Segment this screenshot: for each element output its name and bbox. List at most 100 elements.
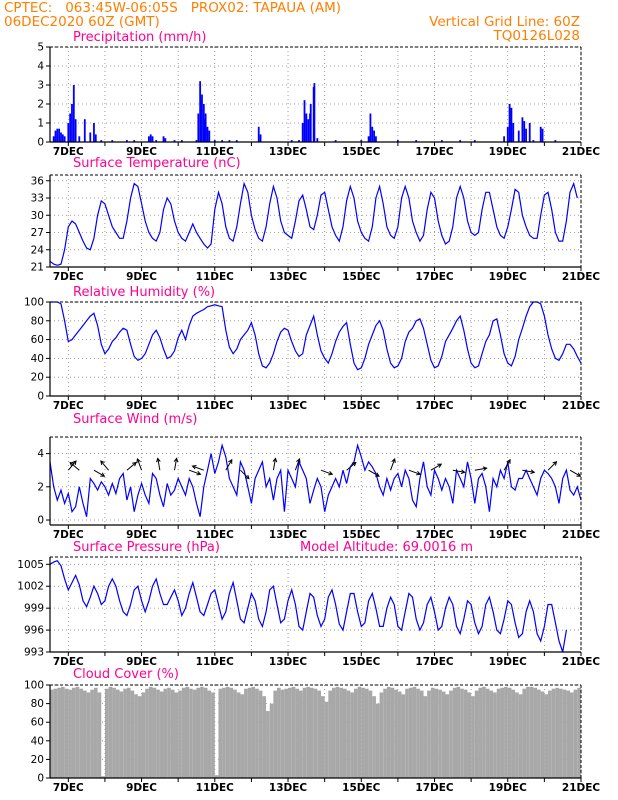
cloud-bar	[573, 689, 578, 778]
wind-vector	[368, 469, 380, 477]
x-tick-label: 13DEC	[269, 146, 308, 158]
cloud-bar	[394, 689, 398, 778]
precip-bar	[203, 119, 206, 142]
wind-vector	[174, 458, 178, 471]
y-tick-label: 2	[37, 481, 44, 493]
cloud-bar	[342, 688, 347, 778]
precip-bar	[201, 94, 203, 142]
cloud-bar	[269, 703, 274, 778]
precip-bar	[554, 140, 557, 142]
wind-vector-head	[437, 463, 443, 468]
cloud-bar	[515, 692, 519, 778]
cloud-bar	[258, 690, 263, 778]
cloud-bar	[441, 691, 446, 778]
cloud-bar	[313, 688, 318, 778]
wind-vector-head	[506, 458, 511, 464]
wind-vector	[136, 458, 143, 471]
x-tick-label: 7DEC	[53, 782, 84, 794]
cloud-bar	[566, 690, 571, 778]
wind-vector	[390, 458, 396, 471]
x-tick-label: 21DEC	[562, 146, 601, 158]
cloud-bar	[255, 688, 259, 778]
cloud-bar	[482, 686, 486, 778]
cloud-bar	[167, 687, 171, 778]
cloud-bar	[185, 686, 190, 778]
precip-bar	[83, 119, 86, 142]
cloud-bar	[456, 686, 461, 778]
precip-bar	[517, 130, 520, 142]
wind-vector	[69, 462, 80, 471]
y-tick-label: 0	[37, 137, 44, 149]
cloud-bar	[277, 687, 281, 778]
precip-bar	[373, 130, 375, 142]
wind-vector-head	[576, 472, 582, 477]
cloud-bar	[68, 689, 72, 778]
cloud-bar	[159, 691, 164, 778]
wind-vector	[192, 465, 204, 471]
x-tick-label: 19DEC	[489, 271, 528, 283]
x-tick-label: 7DEC	[53, 529, 84, 541]
y-tick-label: 40	[31, 353, 44, 365]
y-tick-label: 20	[31, 754, 44, 766]
cloud-bar	[430, 687, 435, 778]
precip-bar	[228, 140, 231, 142]
precip-bar	[61, 134, 64, 142]
y-tick-label: 20	[31, 372, 44, 384]
cloud-bar	[471, 696, 475, 778]
x-tick-label: 17DEC	[415, 271, 454, 283]
cloud-bar	[50, 689, 54, 778]
x-tick-label: 9DEC	[126, 146, 157, 158]
x-tick-label: 17DEC	[415, 146, 454, 158]
cloud-bar	[170, 689, 175, 778]
cloud-bar	[152, 687, 157, 778]
cloud-bar	[174, 692, 179, 778]
y-tick-label: 24	[31, 244, 45, 256]
precip-bar	[56, 128, 59, 142]
precip-bar	[440, 140, 443, 142]
cloud-bar	[577, 687, 581, 778]
wind-line	[49, 442, 582, 517]
cloud-bar	[288, 687, 292, 778]
wind-vector	[240, 469, 250, 480]
cloud-bar	[416, 688, 420, 778]
panel-title-precip: Precipitation (mm/h)	[73, 30, 206, 45]
cloud-bar	[559, 688, 563, 778]
x-tick-label: 11DEC	[196, 656, 235, 668]
cloud-bar	[522, 688, 527, 778]
y-tick-label: 80	[31, 698, 44, 710]
cloud-bar	[295, 688, 300, 778]
cloud-bar	[383, 688, 387, 778]
precip-bar	[71, 104, 73, 142]
precip-bar	[147, 136, 150, 142]
cloud-bar	[57, 687, 61, 778]
cloud-bar	[551, 688, 556, 778]
precip-bar	[162, 136, 165, 142]
precip-bar	[305, 113, 308, 142]
wind-vector	[320, 469, 333, 475]
cloud-bar	[540, 691, 545, 778]
x-tick-label: 21DEC	[562, 271, 601, 283]
cloud-bar	[112, 687, 116, 778]
wind-vector	[100, 460, 109, 471]
precip-bar	[532, 140, 535, 142]
cloud-bar	[375, 703, 380, 778]
header-line2: 06DEC2020 60Z (GMT)	[4, 14, 160, 30]
cloud-bar	[266, 711, 270, 778]
x-tick-label: 9DEC	[126, 782, 157, 794]
wind-vector-head	[228, 458, 233, 464]
cloud-bar	[324, 701, 329, 778]
x-tick-label: 7DEC	[53, 271, 84, 283]
precip-bar	[367, 136, 370, 142]
y-tick-label: 80	[31, 315, 44, 327]
cloud-bar	[64, 688, 69, 778]
y-tick-label: 5	[37, 42, 44, 54]
y-tick-label: 60	[31, 717, 44, 729]
header-line1: CPTEC: 063:45W-06:05S PROX02: TAPAUA (AM…	[4, 0, 342, 16]
cloud-bar	[306, 686, 311, 778]
wind-vector	[225, 459, 233, 471]
wind-vector-head	[530, 469, 536, 475]
cloud-bar	[511, 689, 516, 778]
cloud-bar	[284, 688, 289, 778]
precip-bar	[512, 123, 515, 142]
